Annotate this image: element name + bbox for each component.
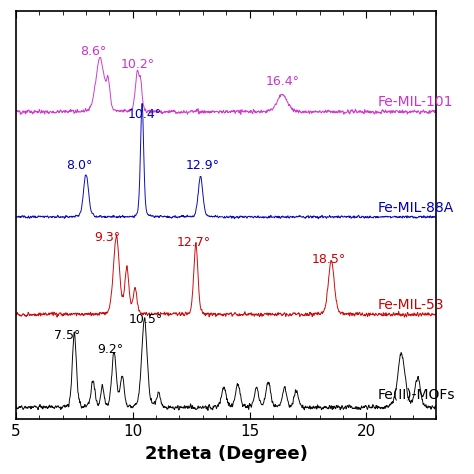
Text: Fe-MIL-53: Fe-MIL-53 <box>378 298 445 311</box>
Text: 16.4°: 16.4° <box>265 75 299 88</box>
Text: 12.7°: 12.7° <box>176 236 210 249</box>
Text: Fe(II)-MOFs: Fe(II)-MOFs <box>378 387 456 401</box>
Text: 7.5°: 7.5° <box>54 329 81 342</box>
Text: 9.2°: 9.2° <box>98 343 124 356</box>
Text: 8.0°: 8.0° <box>66 159 92 172</box>
Text: 18.5°: 18.5° <box>312 253 346 266</box>
Text: 10.4°: 10.4° <box>128 108 162 120</box>
Text: 12.9°: 12.9° <box>186 159 220 172</box>
Text: 8.6°: 8.6° <box>80 45 106 58</box>
Text: Fe-MIL-101: Fe-MIL-101 <box>378 95 454 109</box>
Text: 9.3°: 9.3° <box>94 231 120 244</box>
X-axis label: 2theta (Degree): 2theta (Degree) <box>145 445 308 463</box>
Text: 10.5°: 10.5° <box>128 313 163 327</box>
Text: 10.2°: 10.2° <box>120 58 155 71</box>
Text: Fe-MIL-88A: Fe-MIL-88A <box>378 201 454 215</box>
